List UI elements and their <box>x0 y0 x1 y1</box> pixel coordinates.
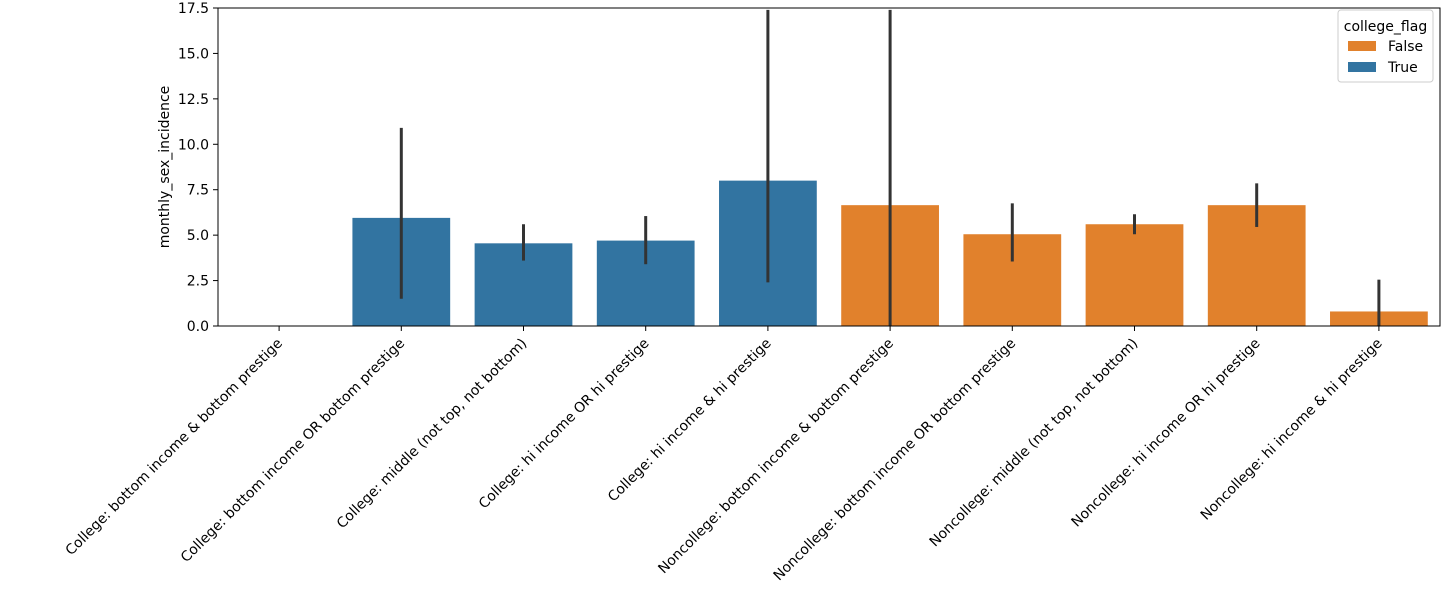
x-tick-label: Noncollege: bottom income OR bottom pres… <box>771 336 1020 585</box>
error-bars-layer <box>399 9 1381 326</box>
y-tick-label: 12.5 <box>178 92 209 108</box>
y-tick-label: 17.5 <box>178 1 209 17</box>
y-tick-label: 15.0 <box>178 46 209 62</box>
legend-label: True <box>1387 60 1418 76</box>
legend: college_flag False True <box>1337 9 1434 83</box>
x-tick-label: Noncollege: bottom income & bottom prest… <box>655 336 897 578</box>
y-tick-label: 10.0 <box>178 137 209 153</box>
bar <box>1085 224 1184 326</box>
x-tick-label: Noncollege: hi income OR hi prestige <box>1069 336 1264 531</box>
y-tick-label: 2.5 <box>187 274 209 290</box>
legend-title: college_flag <box>1344 19 1427 35</box>
legend-label: False <box>1388 39 1423 55</box>
x-tick-label: College: middle (not top, not bottom) <box>334 336 530 532</box>
legend-swatch <box>1348 62 1376 72</box>
plot-frame <box>217 7 1441 327</box>
y-tick-label: 5.0 <box>187 228 209 244</box>
x-tick-label: College: bottom income OR bottom prestig… <box>178 336 408 566</box>
y-tick-label: 7.5 <box>187 183 209 199</box>
x-tick-label: Noncollege: middle (not top, not bottom) <box>927 336 1142 551</box>
y-axis-label: monthly_sex_incidence <box>157 86 173 249</box>
legend-swatch <box>1348 41 1376 51</box>
y-tick-label: 0.0 <box>187 319 209 335</box>
x-tick-label: College: bottom income & bottom prestige <box>63 336 286 559</box>
